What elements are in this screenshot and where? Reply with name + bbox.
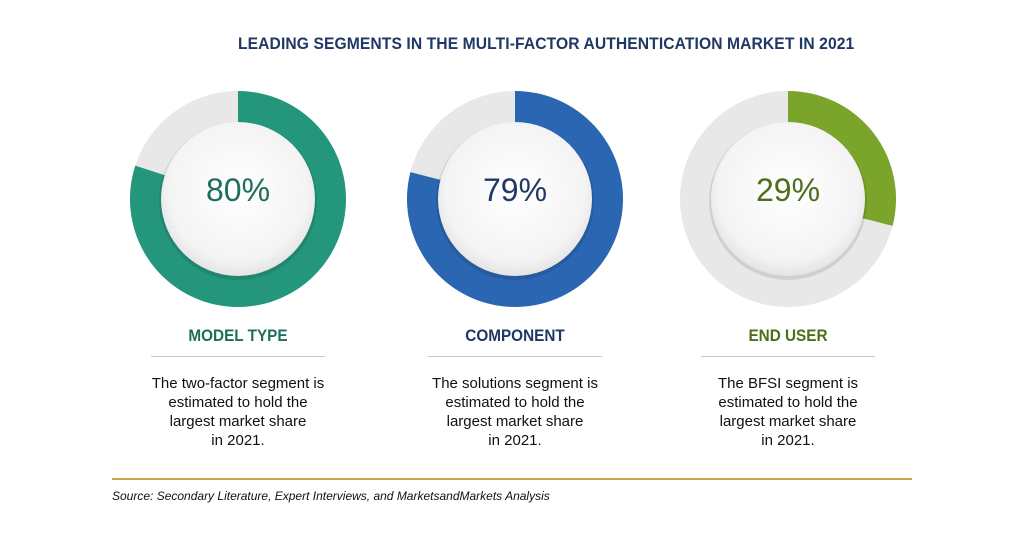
description-line: estimated to hold the: [445, 394, 585, 411]
donut-chart-model-type: [123, 88, 353, 310]
percent-label: 29%: [755, 172, 821, 208]
description-line: in 2021.: [211, 432, 265, 449]
panel-model-type: 80% MODEL TYPE The two-factor segment is…: [123, 88, 353, 468]
description-line: The two-factor segment is: [151, 375, 325, 392]
description-line: estimated to hold the: [718, 394, 858, 411]
footer-rule: [112, 478, 912, 480]
percent-label: 79%: [482, 172, 548, 208]
divider: [428, 356, 602, 357]
donut-svg: [407, 91, 623, 307]
source-note: Source: Secondary Literature, Expert Int…: [112, 489, 550, 503]
donut-hole: [711, 122, 865, 276]
description: The solutions segment is estimated to ho…: [400, 374, 630, 450]
panel-end-user: 29% END USER The BFSI segment is estimat…: [673, 88, 903, 468]
description-line: estimated to hold the: [168, 394, 308, 411]
description-line: The BFSI segment is: [717, 375, 859, 392]
donut-hole: [438, 122, 592, 276]
percent-label: 80%: [205, 172, 271, 208]
donut-svg: [130, 91, 346, 307]
description-line: in 2021.: [488, 432, 542, 449]
panel-component: 79% COMPONENT The solutions segment is e…: [400, 88, 630, 468]
category-label: COMPONENT: [465, 326, 565, 345]
donut-chart-end-user: [673, 88, 903, 310]
chart-title: LEADING SEGMENTS IN THE MULTI-FACTOR AUT…: [238, 34, 855, 53]
description-line: largest market share: [719, 413, 857, 430]
description-line: The solutions segment is: [432, 375, 598, 392]
divider: [151, 356, 325, 357]
divider: [701, 356, 875, 357]
description-line: largest market share: [446, 413, 584, 430]
description: The BFSI segment is estimated to hold th…: [673, 374, 903, 450]
description: The two-factor segment is estimated to h…: [123, 374, 353, 450]
category-label: MODEL TYPE: [188, 326, 288, 345]
category-label: END USER: [748, 326, 828, 345]
description-line: in 2021.: [761, 432, 815, 449]
donut-hole: [161, 122, 315, 276]
donut-svg: [680, 91, 896, 307]
donut-chart-component: [400, 88, 630, 310]
description-line: largest market share: [169, 413, 307, 430]
